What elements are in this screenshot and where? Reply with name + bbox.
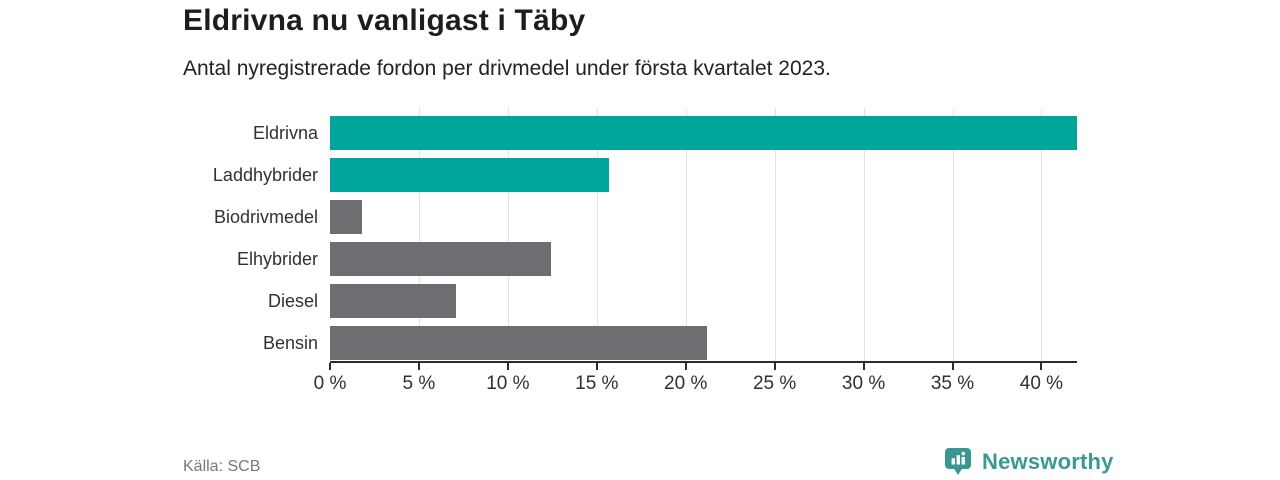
x-tick-label-0: 0 %: [313, 373, 347, 394]
x-tick-40: [1040, 363, 1043, 370]
category-label-elhybrider: Elhybrider: [236, 249, 318, 269]
category-label-eldrivna: Eldrivna: [252, 123, 318, 143]
x-tick-35: [951, 363, 954, 370]
x-tick-5: [417, 363, 420, 370]
x-tick-20: [684, 363, 687, 370]
bar-eldrivna: [330, 116, 1077, 150]
gridline-25: [774, 108, 776, 361]
bar-biodrivmedel: [330, 200, 362, 234]
bar-bensin: [330, 326, 708, 360]
gridline-35: [952, 108, 954, 361]
x-tick-label-25: 25 %: [752, 373, 797, 394]
gridline-30: [863, 108, 865, 361]
bar-diesel: [330, 284, 457, 318]
x-tick-0: [329, 363, 331, 370]
category-label-laddhybrider: Laddhybrider: [212, 165, 318, 185]
x-tick-label-40: 40 %: [1019, 373, 1064, 394]
gridline-5: [418, 108, 420, 361]
category-label-diesel: Diesel: [267, 291, 318, 311]
x-tick-label-30: 30 %: [841, 373, 886, 394]
x-tick-label-20: 20 %: [664, 373, 708, 394]
x-tick-label-35: 35 %: [930, 373, 975, 394]
x-tick-15: [595, 363, 598, 370]
bar-laddhybrider: [330, 158, 610, 192]
x-tick-25: [773, 363, 776, 370]
x-tick-30: [862, 363, 865, 370]
source-note: Källa: SCB: [183, 458, 261, 475]
category-label-biodrivmedel: Biodrivmedel: [213, 207, 318, 227]
gridline-10: [507, 108, 509, 361]
x-tick-label-10: 10 %: [486, 373, 530, 394]
x-tick-label-15: 15 %: [575, 373, 619, 394]
gridline-40: [1041, 108, 1043, 361]
newsworthy-badge-icon: [943, 446, 973, 477]
x-tick-10: [506, 363, 509, 370]
chart-title: Eldrivna nu vanligast i Täby: [183, 4, 586, 37]
brand-logo: Newsworthy: [943, 446, 1114, 477]
brand-name: Newsworthy: [982, 448, 1114, 474]
bar-elhybrider: [330, 242, 551, 276]
gridline-15: [596, 108, 598, 361]
gridline-20: [685, 108, 687, 361]
chart-subtitle: Antal nyregistrerade fordon per drivmede…: [183, 57, 831, 80]
x-tick-label-5: 5 %: [402, 373, 436, 394]
category-label-bensin: Bensin: [262, 333, 318, 353]
x-axis-line: [330, 361, 1077, 363]
